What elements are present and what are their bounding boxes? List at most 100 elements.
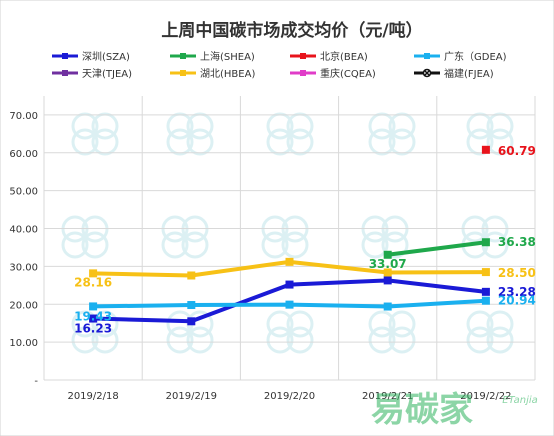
series-marker (285, 257, 294, 266)
data-label: 16.23 (74, 322, 112, 336)
series-marker (89, 314, 98, 323)
legend-swatch-marker (300, 70, 306, 76)
watermark-logo-ring (266, 128, 294, 156)
watermark-logo-ring (388, 112, 416, 140)
legend-label: 天津(TJEA) (82, 68, 132, 80)
legend-label: 广东（GDEA) (444, 50, 507, 63)
data-label: 36.38 (498, 235, 536, 249)
watermark-logo-ring (91, 310, 119, 338)
watermark-logo-ring (466, 310, 494, 338)
watermark-logo-ring (286, 326, 314, 354)
watermark-logo-ring (91, 326, 119, 354)
watermark-logo-ring (261, 231, 289, 259)
x-tick-label: 2019/2/18 (67, 391, 118, 402)
watermark-logo-ring (186, 128, 214, 156)
watermark-logo-icon (166, 112, 214, 156)
watermark-logo-ring (388, 128, 416, 156)
watermark-logo-ring (71, 128, 99, 156)
legend-item: 湖北(HBEA) (170, 68, 255, 80)
data-label: 60.79 (498, 144, 536, 158)
watermark-logo-ring (91, 112, 119, 140)
series-marker (481, 287, 490, 296)
watermark-logo-ring (286, 310, 314, 338)
y-tick-label: 60.00 (9, 149, 38, 160)
y-tick-label: 40.00 (9, 225, 38, 236)
series-marker (383, 302, 392, 311)
watermark-logo-ring (388, 310, 416, 338)
watermark-logo-ring (166, 112, 194, 140)
legend-label: 福建(FJEA) (444, 67, 494, 80)
legend-swatch-marker (180, 53, 186, 59)
series-0: 16.23 23.28 (74, 276, 536, 336)
legend-item: 福建(FJEA) (414, 67, 494, 80)
x-tick-label: 2019/2/21 (362, 391, 413, 402)
series-marker (187, 301, 196, 310)
watermark-logo-ring (161, 231, 189, 259)
watermark-logo-ring (486, 128, 514, 156)
y-tick-label: 50.00 (9, 187, 38, 198)
watermark-logo-ring (81, 231, 109, 259)
legend-item: 重庆(CQEA) (290, 67, 376, 80)
watermark-logo-ring (388, 326, 416, 354)
watermark-text: 易碳家 (371, 390, 473, 430)
watermark-logo-ring (361, 231, 389, 259)
legend-item: 上海(SHEA) (170, 50, 255, 63)
legend-label: 重庆(CQEA) (320, 67, 376, 80)
watermark-logo-ring (486, 112, 514, 140)
y-tick-label: - (34, 376, 38, 387)
watermark-logo-ring (266, 326, 294, 354)
watermark: 易碳家 ETanjia (371, 390, 538, 430)
legend-label: 深圳(SZA) (82, 51, 130, 63)
legend-item: 深圳(SZA) (52, 51, 130, 63)
legend-label: 上海(SHEA) (200, 50, 255, 63)
legend-swatch-cross (423, 69, 431, 77)
data-label: 19.43 (74, 309, 112, 323)
watermark-logo-ring (466, 112, 494, 140)
watermark-logo-icon (466, 310, 514, 354)
watermark-subtext: ETanjia (502, 395, 538, 406)
watermark-logo-ring (466, 128, 494, 156)
watermark-logo-ring (71, 112, 99, 140)
watermark-logo-icon (71, 112, 119, 156)
data-label: 20.94 (498, 294, 536, 308)
legend-item: 广东（GDEA) (414, 50, 507, 63)
y-tick-label: 70.00 (9, 111, 38, 122)
legend-swatch-marker (424, 53, 430, 59)
series-line (387, 240, 487, 257)
chart-title: 上周中国碳市场成交均价（元/吨） (161, 20, 422, 41)
data-label: 28.16 (74, 275, 112, 289)
watermark-logo-icon (368, 112, 416, 156)
legend-item: 天津(TJEA) (52, 68, 132, 80)
series-marker (187, 317, 196, 326)
series-1: 33.07 36.38 (369, 235, 536, 271)
watermark-logo-ring (368, 310, 396, 338)
legend-swatch-marker (62, 53, 68, 59)
watermark-logo-ring (381, 231, 409, 259)
series-marker (383, 276, 392, 285)
watermark-logo-ring (61, 231, 89, 259)
legend-swatch-marker (180, 70, 186, 76)
y-tick-label: 10.00 (9, 338, 38, 349)
series-2: 60.79 (481, 144, 536, 158)
legend-item: 北京(BEA) (290, 50, 368, 63)
y-tick-label: 20.00 (9, 300, 38, 311)
series-marker (89, 269, 98, 278)
series-3: 19.43 20.94 (74, 294, 536, 324)
watermark-logo-ring (466, 326, 494, 354)
watermark-logo-icon (368, 310, 416, 354)
series-marker (89, 302, 98, 311)
series-marker (481, 268, 490, 277)
watermark-logo-ring (286, 112, 314, 140)
y-tick-label: 30.00 (9, 262, 38, 273)
watermark-logo-ring (368, 112, 396, 140)
series-marker (285, 280, 294, 289)
watermark-logo-icon (71, 310, 119, 354)
watermark-logo-icon (266, 310, 314, 354)
watermark-logo-ring (71, 310, 99, 338)
series-5: 28.16 28.50 (74, 257, 536, 289)
watermark-logo-ring (486, 310, 514, 338)
watermark-logo-ring (181, 231, 209, 259)
watermark-logo-ring (71, 326, 99, 354)
watermark-logo-ring (266, 112, 294, 140)
